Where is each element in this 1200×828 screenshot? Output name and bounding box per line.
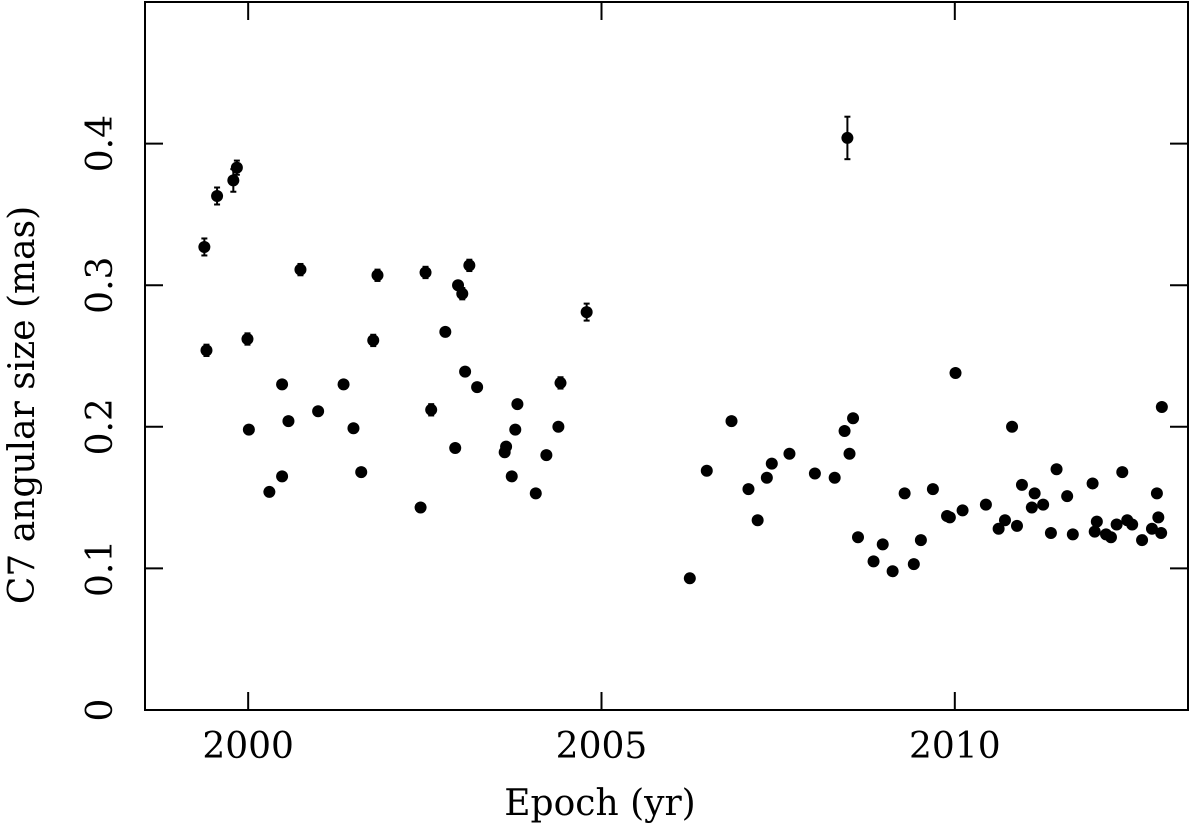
data-point <box>425 403 438 416</box>
y-axis-title: C7 angular size (mas) <box>2 206 43 604</box>
data-point <box>1110 518 1123 531</box>
data-point <box>505 470 518 483</box>
data-point <box>907 558 920 571</box>
data-point <box>1088 525 1101 538</box>
data-point <box>1037 498 1050 511</box>
data-point <box>449 442 462 455</box>
data-point <box>211 189 224 202</box>
data-point <box>867 555 880 568</box>
data-point <box>367 334 380 347</box>
data-point <box>1006 420 1019 433</box>
y-tick-label: 0.1 <box>80 540 121 597</box>
data-point <box>1104 531 1117 544</box>
data-point <box>1015 478 1028 491</box>
data-point <box>943 511 956 524</box>
data-point <box>751 514 764 527</box>
data-point <box>459 365 472 378</box>
data-point <box>914 534 927 547</box>
data-point <box>1061 490 1074 503</box>
data-point <box>371 269 384 282</box>
data-point <box>1136 534 1149 547</box>
data-point <box>500 440 513 453</box>
x-tick-label: 2005 <box>556 726 648 767</box>
data-point <box>1028 487 1041 500</box>
data-point <box>992 522 1005 535</box>
data-point <box>876 538 889 551</box>
y-tick-label: 0 <box>80 699 121 722</box>
data-point <box>241 333 254 346</box>
data-point <box>540 449 553 462</box>
data-point <box>1126 518 1139 531</box>
data-point <box>742 483 755 496</box>
data-point <box>276 378 289 391</box>
y-tick-label: 0.4 <box>80 115 121 172</box>
data-point <box>1145 522 1158 535</box>
data-point <box>725 415 738 428</box>
data-point <box>956 504 969 517</box>
data-point <box>847 412 860 425</box>
data-point <box>294 263 307 276</box>
data-point <box>1155 400 1168 413</box>
data-point <box>843 447 856 460</box>
data-point <box>414 501 427 514</box>
data-point <box>926 483 939 496</box>
data-point <box>554 376 567 389</box>
data-point <box>851 531 864 544</box>
data-point <box>1116 466 1129 479</box>
data-point <box>1050 463 1063 476</box>
data-point <box>828 471 841 484</box>
data-point <box>898 487 911 500</box>
data-point <box>263 485 276 498</box>
plot-frame <box>144 1 1189 711</box>
data-point <box>838 425 851 438</box>
data-point <box>282 415 295 428</box>
data-point <box>1155 527 1168 539</box>
data-point <box>979 498 992 511</box>
data-point <box>242 423 255 436</box>
data-point <box>808 467 821 480</box>
data-point <box>463 259 476 272</box>
x-tick-label: 2010 <box>909 726 1001 767</box>
data-point <box>419 266 432 279</box>
data-point <box>1066 528 1079 541</box>
data-point <box>355 466 368 479</box>
data-point <box>1090 515 1103 528</box>
data-point <box>580 306 593 319</box>
data-point <box>552 420 565 433</box>
data-point <box>783 447 796 460</box>
data-point <box>439 325 452 338</box>
data-point <box>511 398 524 411</box>
data-point <box>949 366 962 379</box>
data-point <box>337 378 350 391</box>
data-point <box>471 381 484 394</box>
data-point <box>765 457 778 470</box>
data-point <box>760 471 773 484</box>
data-point <box>683 572 696 585</box>
data-point <box>1150 487 1163 500</box>
data-point <box>227 174 240 187</box>
data-point <box>276 470 289 483</box>
data-point <box>198 240 211 253</box>
data-point <box>886 565 899 578</box>
y-tick-label: 0.3 <box>80 257 121 314</box>
data-point <box>1044 527 1057 539</box>
data-point <box>529 487 542 500</box>
data-point <box>1025 501 1038 514</box>
data-point <box>456 287 469 300</box>
x-axis-title: Epoch (yr) <box>504 783 695 824</box>
data-point <box>1086 477 1099 490</box>
data-point <box>509 423 522 436</box>
data-point <box>312 405 325 418</box>
data-point <box>347 422 360 435</box>
data-point <box>200 344 213 357</box>
data-point <box>1010 519 1023 532</box>
x-tick-label: 2000 <box>202 726 294 767</box>
data-point <box>841 131 854 144</box>
y-tick-label: 0.2 <box>80 398 121 455</box>
data-point <box>1152 511 1165 524</box>
data-point <box>998 514 1011 527</box>
data-point <box>700 464 713 477</box>
data-point <box>230 161 243 174</box>
